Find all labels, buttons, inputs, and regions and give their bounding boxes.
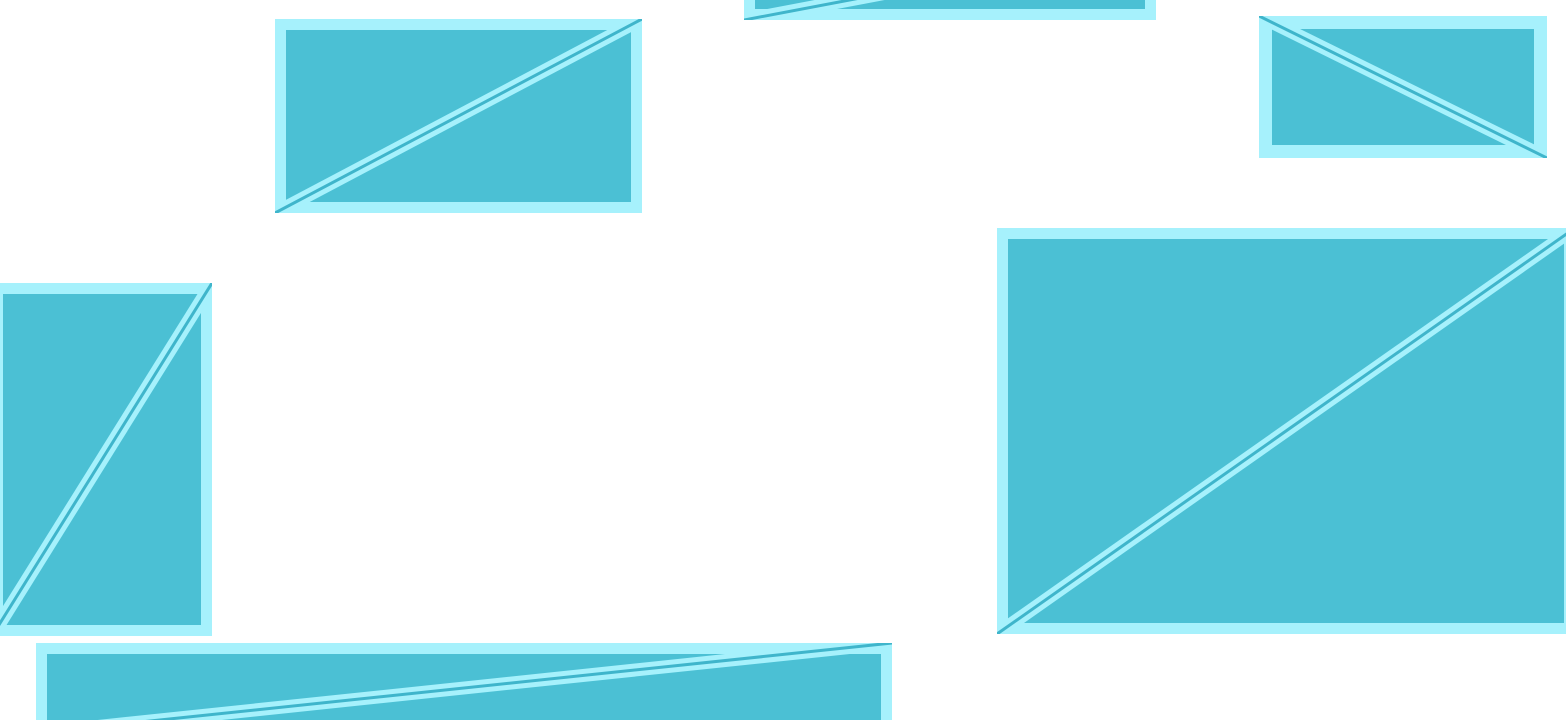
placeholder-diagonal-line	[145, 643, 892, 720]
placeholder-top-right	[1259, 16, 1547, 158]
placeholder-bottom-bar	[36, 643, 892, 720]
placeholder-hero-right	[997, 228, 1566, 634]
placeholder-left-portrait	[0, 283, 212, 636]
placeholder-diagonal-line	[0, 283, 212, 626]
placeholder-top-left	[275, 19, 642, 213]
placeholder-diagonal-line	[275, 19, 642, 213]
placeholder-diagonal-line	[1259, 16, 1547, 158]
placeholder-diagonal-line	[997, 232, 1566, 634]
placeholder-fill	[755, 0, 1145, 9]
placeholder-top-strip	[744, 0, 1156, 20]
placeholder-diagonal-line	[744, 0, 858, 20]
